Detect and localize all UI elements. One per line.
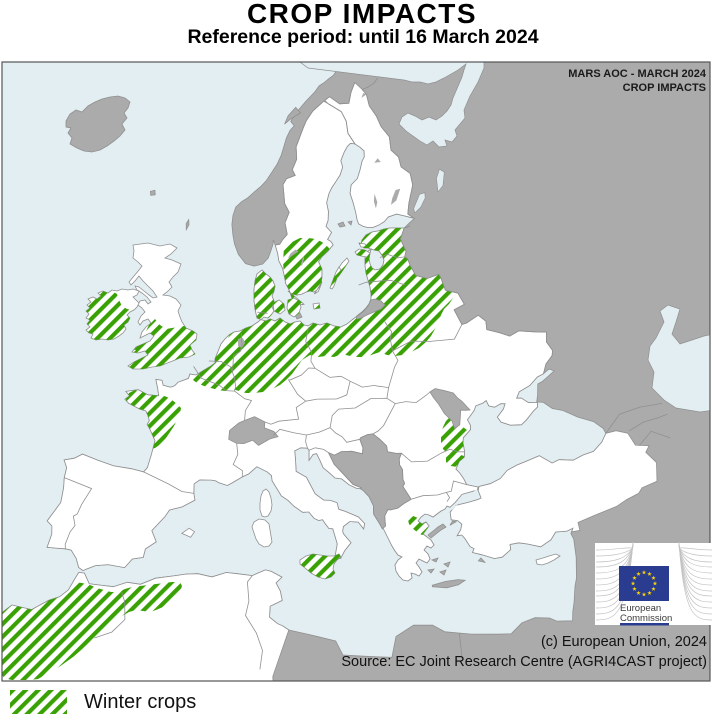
svg-text:Commission: Commission — [620, 613, 672, 624]
svg-text:European: European — [620, 603, 661, 614]
